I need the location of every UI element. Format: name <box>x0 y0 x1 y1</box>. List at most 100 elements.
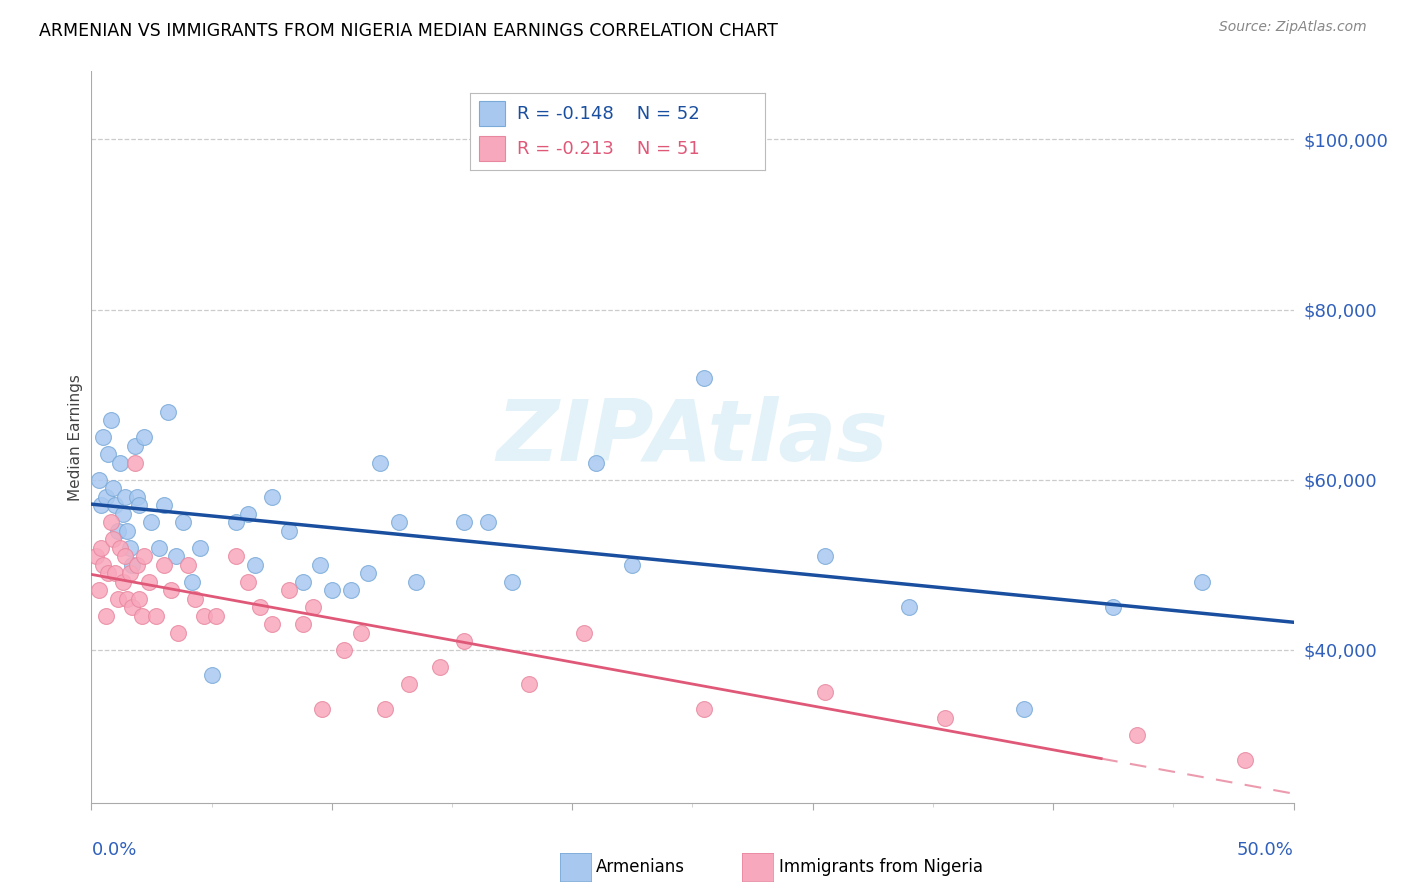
Point <box>128 591 150 606</box>
Point <box>159 583 181 598</box>
Point <box>181 574 204 589</box>
Point <box>84 549 107 563</box>
Point <box>236 574 259 589</box>
Point <box>101 532 124 546</box>
Point <box>243 558 266 572</box>
Point <box>87 473 110 487</box>
Text: 50.0%: 50.0% <box>1237 841 1294 859</box>
Point <box>87 583 110 598</box>
Point <box>453 634 475 648</box>
Point <box>291 617 314 632</box>
Text: Armenians: Armenians <box>596 858 685 876</box>
Point <box>131 608 153 623</box>
Point <box>517 677 540 691</box>
Point <box>172 515 194 529</box>
Point <box>388 515 411 529</box>
Point <box>148 541 170 555</box>
Text: R = -0.213    N = 51: R = -0.213 N = 51 <box>517 140 700 159</box>
Point <box>405 574 427 589</box>
Point <box>260 490 283 504</box>
Point <box>236 507 259 521</box>
Point <box>357 566 380 581</box>
Point <box>368 456 391 470</box>
Point <box>333 642 356 657</box>
Point <box>110 456 132 470</box>
Point <box>574 625 596 640</box>
Point <box>93 430 115 444</box>
FancyBboxPatch shape <box>479 101 505 126</box>
Point <box>1102 600 1125 615</box>
Point <box>90 498 112 512</box>
Point <box>145 608 167 623</box>
Point <box>141 515 163 529</box>
Point <box>152 558 174 572</box>
Point <box>1234 753 1257 767</box>
Point <box>104 498 127 512</box>
Point <box>94 490 117 504</box>
Point <box>477 515 499 529</box>
Text: ZIPAtlas: ZIPAtlas <box>496 395 889 479</box>
Point <box>124 439 146 453</box>
Point <box>501 574 523 589</box>
Point <box>152 498 174 512</box>
Text: Immigrants from Nigeria: Immigrants from Nigeria <box>779 858 983 876</box>
Point <box>1126 728 1149 742</box>
Point <box>205 608 228 623</box>
Point <box>321 583 343 598</box>
Point <box>121 600 143 615</box>
Point <box>225 549 247 563</box>
Point <box>121 558 143 572</box>
Point <box>101 481 124 495</box>
Point <box>201 668 224 682</box>
Point <box>188 541 211 555</box>
Point <box>260 617 283 632</box>
Point <box>134 549 156 563</box>
FancyBboxPatch shape <box>479 136 505 161</box>
Y-axis label: Median Earnings: Median Earnings <box>67 374 83 500</box>
Point <box>114 549 136 563</box>
Point <box>350 625 373 640</box>
Point <box>291 574 314 589</box>
Point <box>814 549 837 563</box>
Point <box>93 558 115 572</box>
Point <box>585 456 607 470</box>
Point <box>453 515 475 529</box>
Point <box>107 591 129 606</box>
Point <box>165 549 187 563</box>
Point <box>193 608 215 623</box>
Point <box>249 600 271 615</box>
Point <box>374 702 396 716</box>
Point <box>114 490 136 504</box>
Point <box>277 583 299 598</box>
Text: ARMENIAN VS IMMIGRANTS FROM NIGERIA MEDIAN EARNINGS CORRELATION CHART: ARMENIAN VS IMMIGRANTS FROM NIGERIA MEDI… <box>39 22 779 40</box>
Point <box>107 524 129 538</box>
Text: R = -0.148    N = 52: R = -0.148 N = 52 <box>517 105 700 123</box>
Point <box>90 541 112 555</box>
Point <box>117 591 139 606</box>
Point <box>398 677 420 691</box>
Point <box>308 558 330 572</box>
Point <box>111 507 134 521</box>
Point <box>111 574 134 589</box>
Point <box>1012 702 1035 716</box>
Point <box>117 524 139 538</box>
Point <box>124 456 146 470</box>
Point <box>176 558 198 572</box>
Point <box>429 659 451 673</box>
Point <box>311 702 333 716</box>
Point <box>167 625 190 640</box>
Point <box>118 566 141 581</box>
Point <box>125 490 148 504</box>
Point <box>184 591 207 606</box>
Point <box>934 711 956 725</box>
Point <box>340 583 363 598</box>
Point <box>134 430 156 444</box>
Point <box>693 702 716 716</box>
Point <box>138 574 160 589</box>
Text: 0.0%: 0.0% <box>91 841 136 859</box>
Point <box>621 558 644 572</box>
Point <box>97 566 120 581</box>
Point <box>301 600 323 615</box>
Point <box>1191 574 1213 589</box>
Point <box>128 498 150 512</box>
